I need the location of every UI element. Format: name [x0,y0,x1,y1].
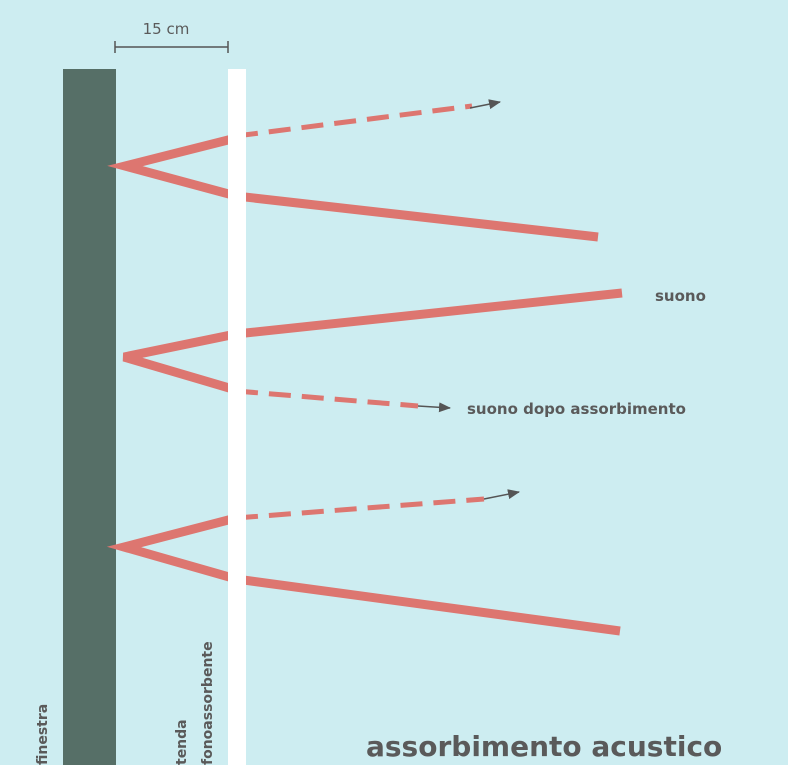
incoming-sound-ray-2 [122,288,623,395]
absorbed-sound-ray-1 [235,103,473,139]
direction-arrows [417,99,520,500]
window-bar [63,69,116,765]
absorbed-sound-ray-3 [235,496,485,521]
sound-label: suono [655,287,706,305]
sound-rays [106,103,623,636]
curtain-label-line1: tenda [174,719,190,765]
sound-after-absorption-label: suono dopo assorbimento [467,400,686,418]
curtain-bar [228,69,246,765]
incoming-sound-ray-1 [107,133,599,242]
incoming-sound-ray-3 [106,513,621,636]
curtain-label-line2: fonoassorbente [200,641,216,765]
arrow-2 [417,402,451,413]
arrow-1 [469,99,501,110]
dimension-indicator: 15 cm [114,20,229,53]
dimension-label: 15 cm [143,20,190,38]
absorbed-sound-ray-2 [235,388,419,409]
diagram-title: assorbimento acustico [366,730,722,763]
arrow-3 [483,489,520,500]
window-label: finestra [35,704,51,765]
